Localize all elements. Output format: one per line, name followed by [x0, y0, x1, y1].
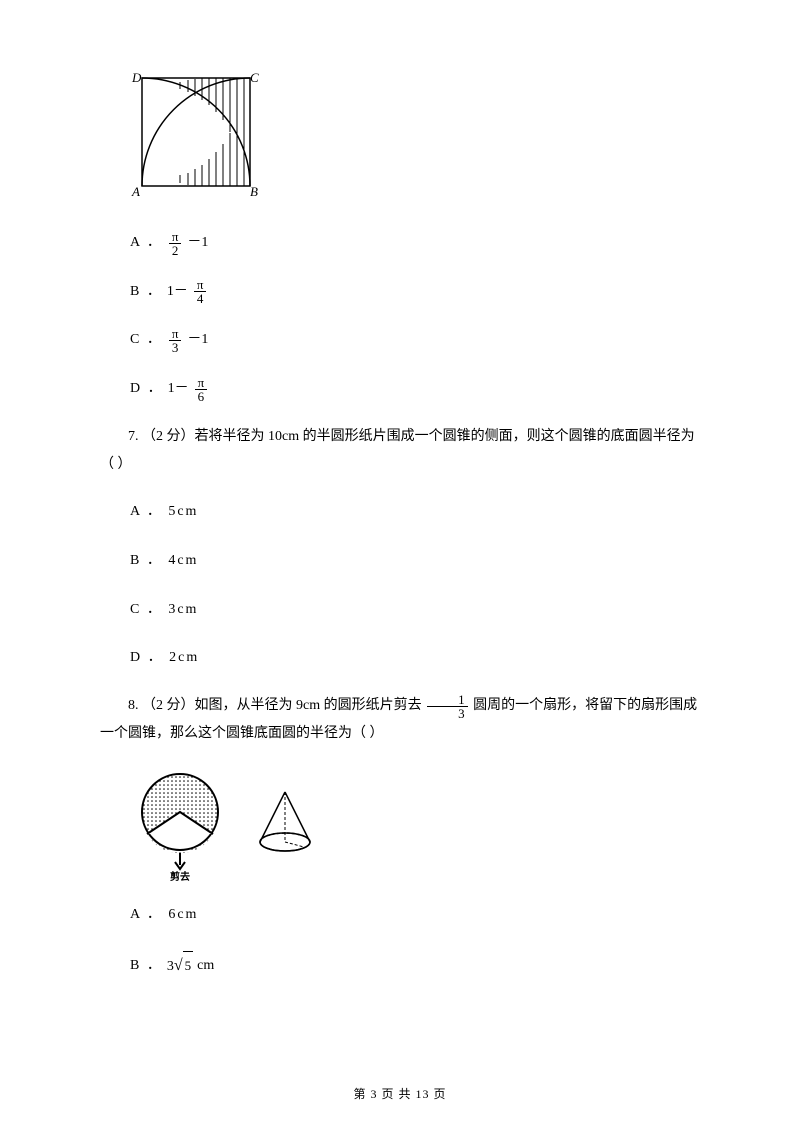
- choice-prefix: 1－: [167, 277, 188, 308]
- choice-label: A ．: [130, 228, 163, 259]
- choice-label: C ．: [130, 325, 163, 356]
- q7-choice-C: C ． 3cm: [130, 595, 700, 626]
- sqrt-expression: 3√5: [167, 948, 193, 983]
- q8-choice-A: A ． 6cm: [130, 900, 700, 931]
- q6-choice-A: A ． π2 －1: [130, 228, 700, 259]
- label-A: A: [131, 184, 140, 199]
- fraction-icon: 13: [427, 693, 468, 720]
- circle-cone-figure: 剪去: [130, 767, 700, 882]
- choice-suffix: －1: [187, 228, 208, 259]
- q7-choice-A: A ． 5cm: [130, 497, 700, 528]
- label-C: C: [250, 70, 259, 85]
- choice-prefix: 1－: [168, 374, 189, 405]
- q7-choice-D: D ． 2cm: [130, 643, 700, 674]
- choice-label: B ．: [130, 951, 163, 982]
- choice-label: B ．: [130, 277, 163, 308]
- fraction-icon: π4: [194, 278, 207, 305]
- q7-choice-B: B ． 4cm: [130, 546, 700, 577]
- question-7: 7. （2 分）若将半径为 10cm 的半圆形纸片围成一个圆锥的侧面，则这个圆锥…: [100, 423, 700, 479]
- unit-cm: cm: [197, 951, 214, 982]
- label-D: D: [131, 70, 142, 85]
- geometry-square-figure: D C A B: [130, 70, 700, 213]
- q6-choice-C: C ． π3 －1: [130, 325, 700, 356]
- page-footer: 第 3 页 共 13 页: [0, 1085, 800, 1102]
- fraction-icon: π2: [169, 230, 182, 257]
- q6-choice-D: D ． 1－ π6: [130, 374, 700, 405]
- fraction-icon: π6: [195, 376, 208, 403]
- label-B: B: [250, 184, 258, 199]
- choice-suffix: －1: [187, 325, 208, 356]
- q8-choice-B: B ． 3√5 cm: [130, 948, 700, 983]
- cutoff-label: 剪去: [170, 870, 190, 882]
- question-8: 8. （2 分）如图，从半径为 9cm 的圆形纸片剪去 13 圆周的一个扇形，将…: [100, 692, 700, 748]
- fraction-icon: π3: [169, 327, 182, 354]
- q8-prefix: 8. （2 分）如图，从半径为 9cm 的圆形纸片剪去: [128, 698, 425, 713]
- q6-choice-B: B ． 1－ π4: [130, 277, 700, 308]
- choice-label: D ．: [130, 374, 164, 405]
